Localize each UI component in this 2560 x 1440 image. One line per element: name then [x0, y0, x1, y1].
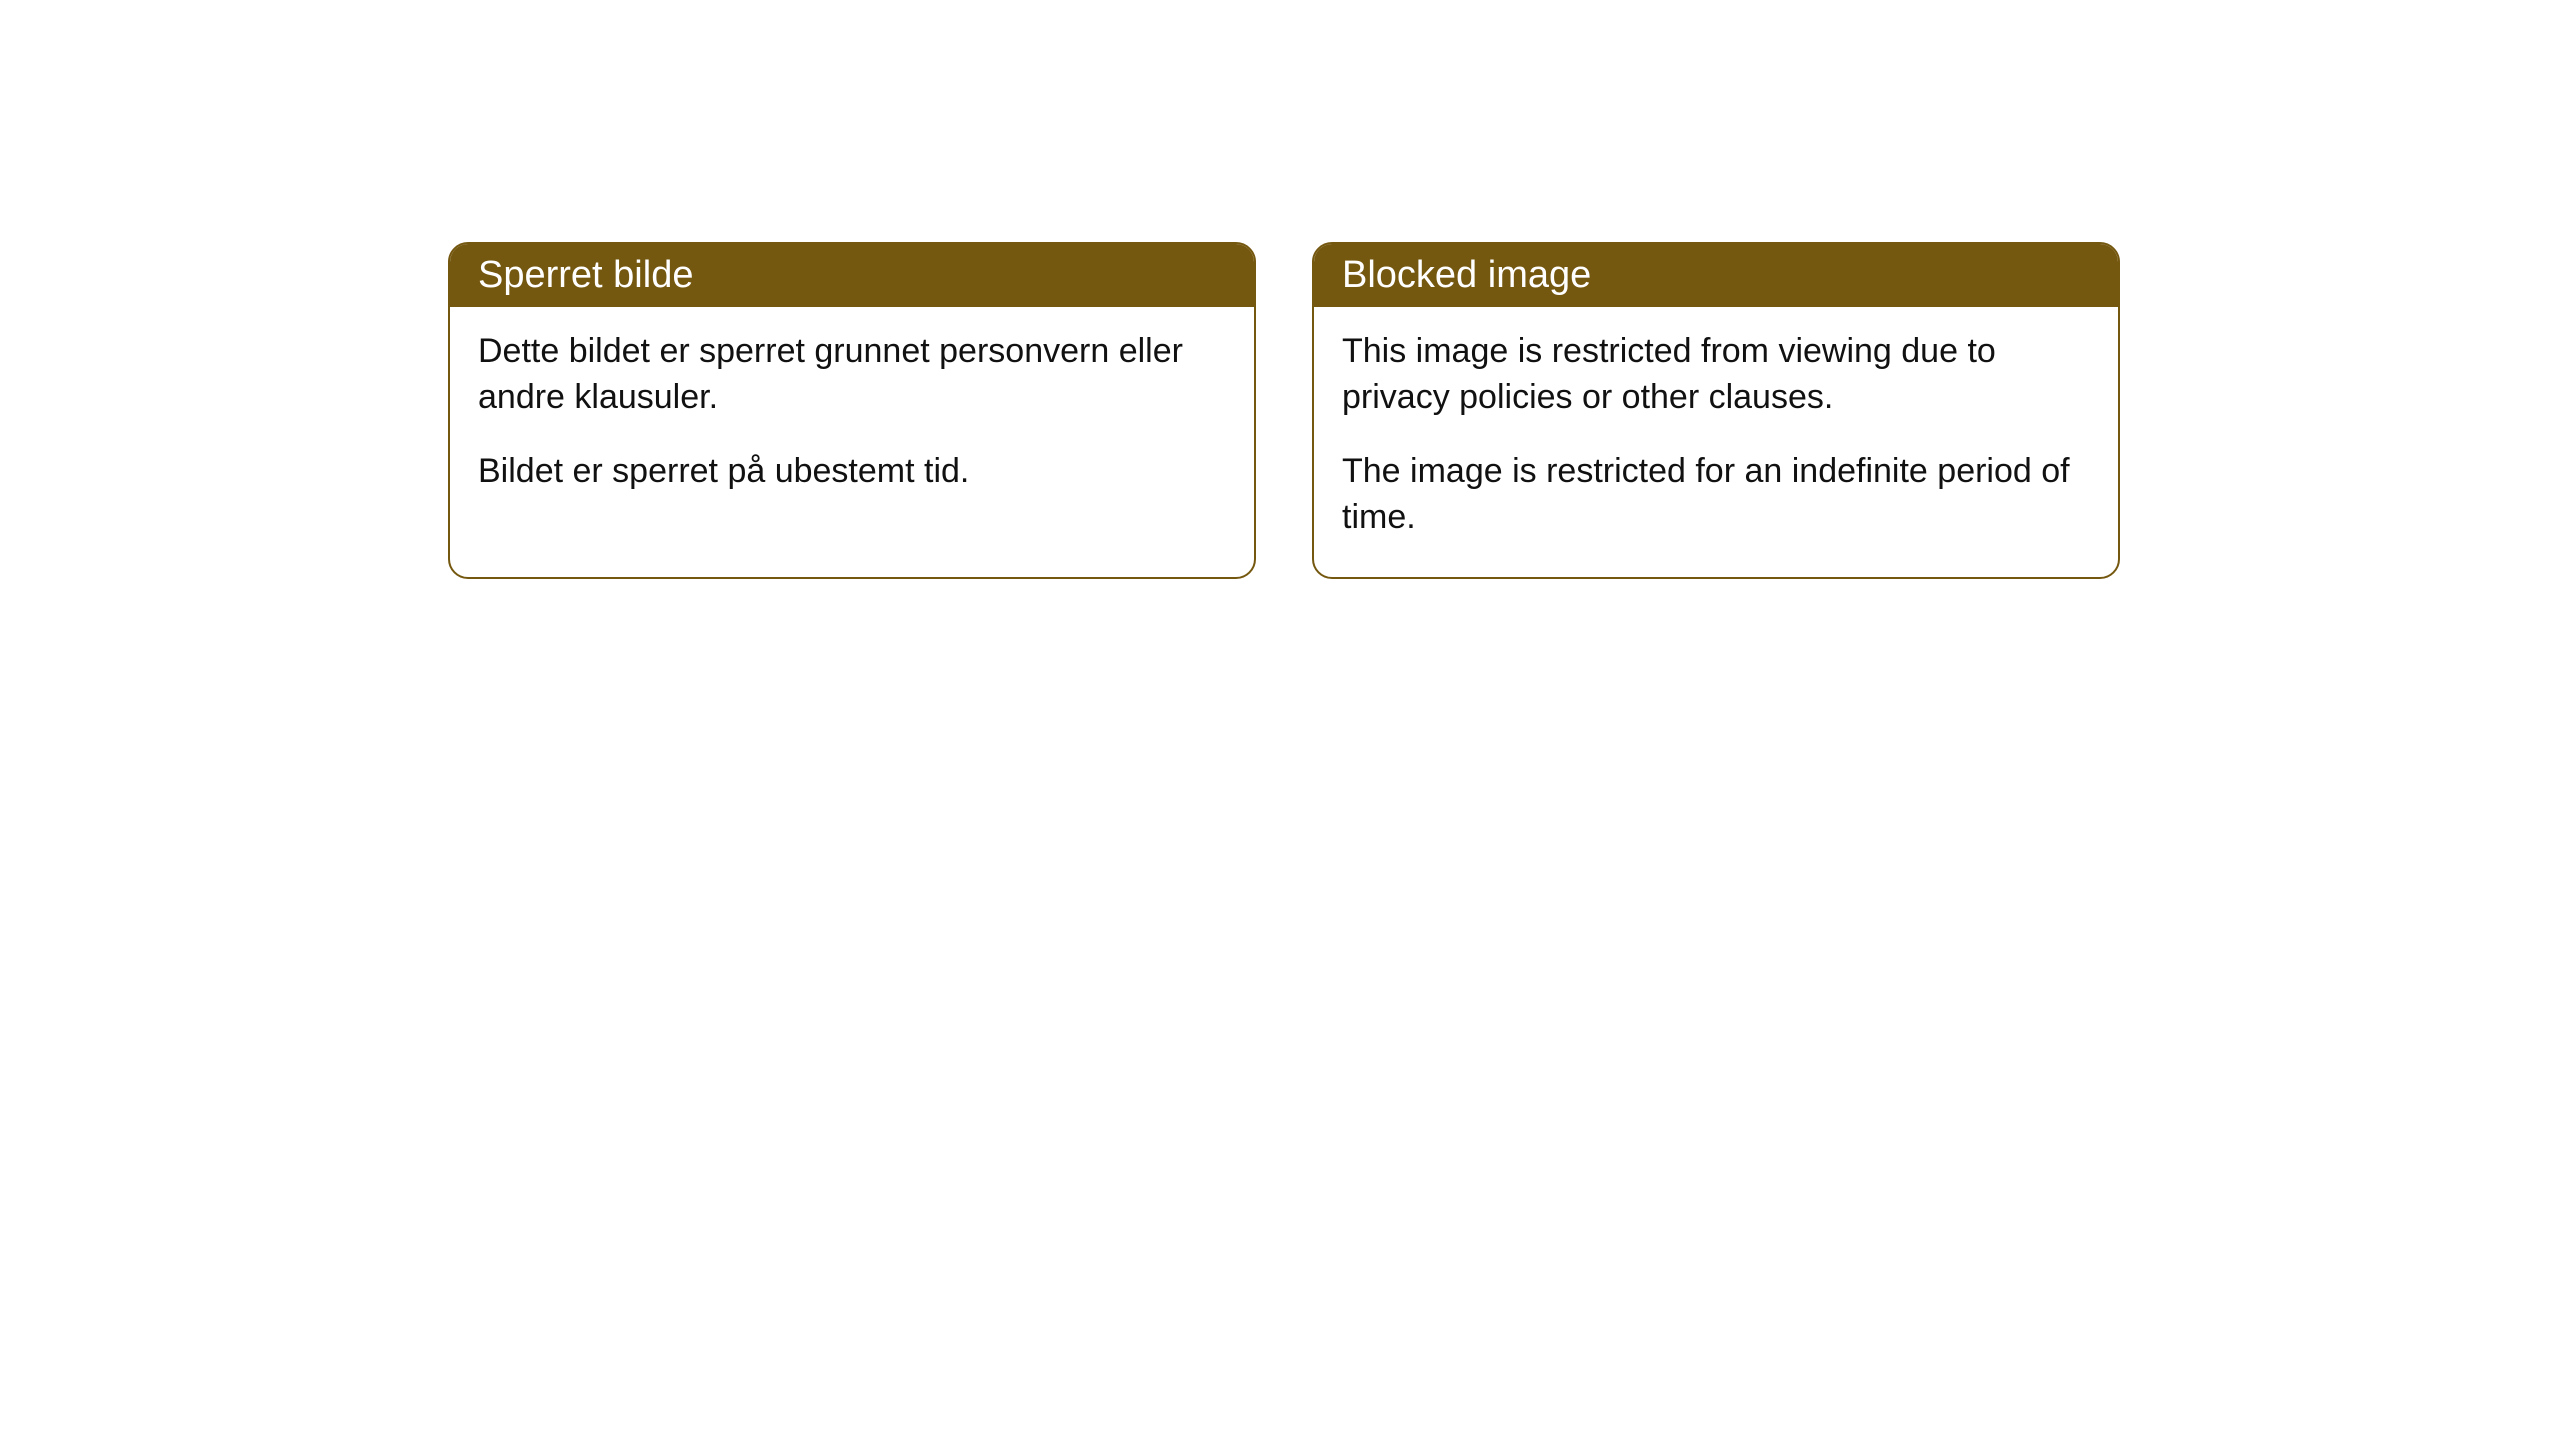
- card-paragraph: This image is restricted from viewing du…: [1342, 329, 2090, 421]
- card-paragraph: The image is restricted for an indefinit…: [1342, 449, 2090, 541]
- card-paragraph: Bildet er sperret på ubestemt tid.: [478, 449, 1226, 495]
- notice-card-norwegian: Sperret bilde Dette bildet er sperret gr…: [448, 242, 1256, 579]
- notice-cards-container: Sperret bilde Dette bildet er sperret gr…: [448, 242, 2120, 579]
- notice-card-english: Blocked image This image is restricted f…: [1312, 242, 2120, 579]
- card-title: Sperret bilde: [478, 254, 693, 296]
- card-header: Sperret bilde: [450, 244, 1254, 307]
- card-body: This image is restricted from viewing du…: [1314, 307, 2118, 577]
- card-body: Dette bildet er sperret grunnet personve…: [450, 307, 1254, 531]
- card-paragraph: Dette bildet er sperret grunnet personve…: [478, 329, 1226, 421]
- card-header: Blocked image: [1314, 244, 2118, 307]
- card-title: Blocked image: [1342, 254, 1591, 296]
